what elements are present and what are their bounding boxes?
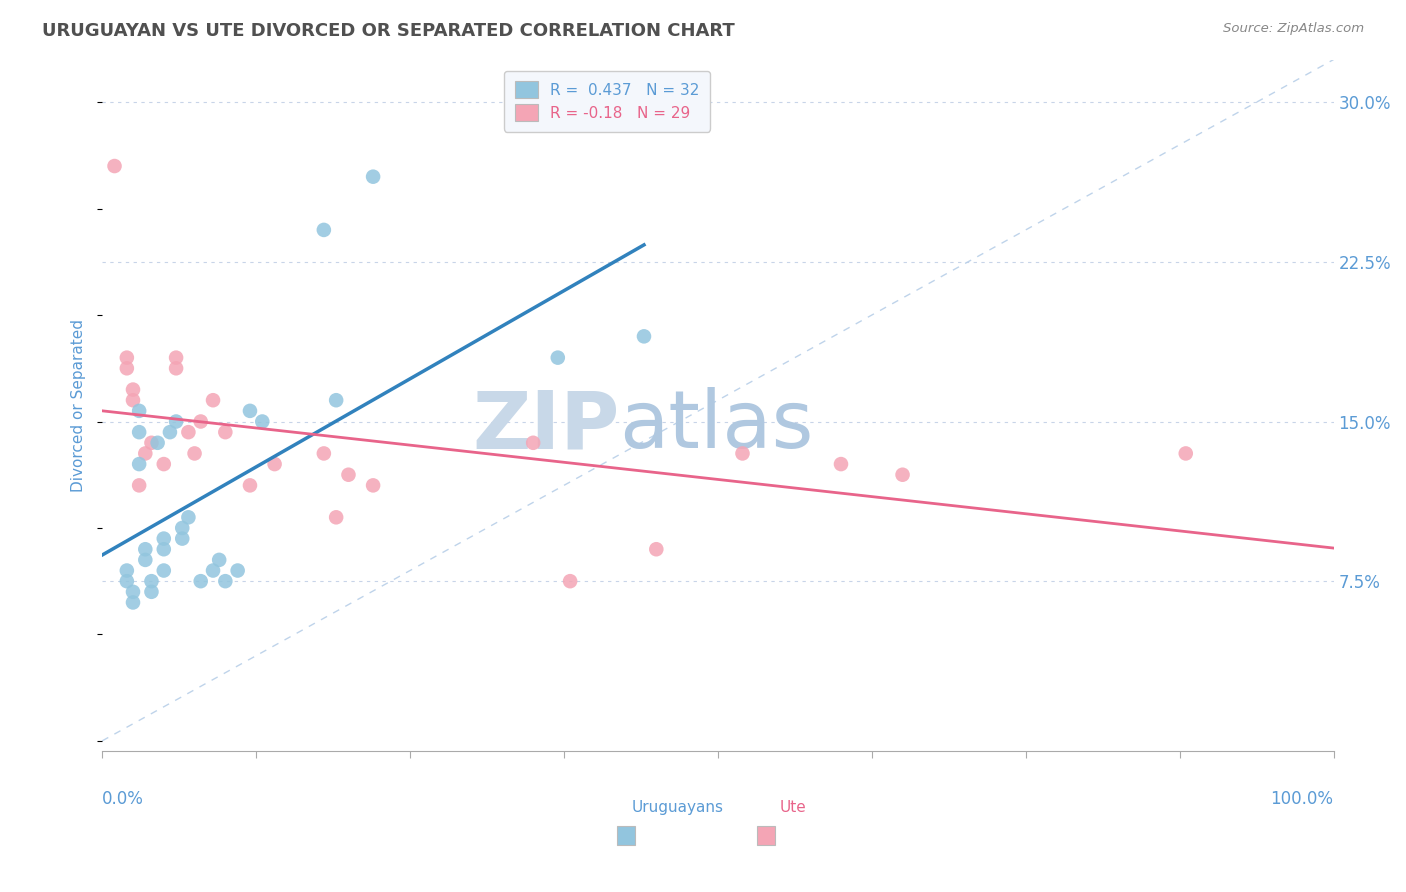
Point bbox=[325, 393, 347, 408]
Point bbox=[190, 574, 212, 589]
Text: URUGUAYAN VS UTE DIVORCED OR SEPARATED CORRELATION CHART: URUGUAYAN VS UTE DIVORCED OR SEPARATED C… bbox=[42, 22, 735, 40]
Point bbox=[312, 446, 335, 460]
Text: ZIP: ZIP bbox=[472, 387, 620, 466]
Point bbox=[134, 553, 156, 567]
Point bbox=[152, 457, 174, 471]
Point bbox=[128, 478, 150, 492]
Point bbox=[141, 574, 163, 589]
Point bbox=[165, 351, 187, 365]
Point bbox=[134, 446, 156, 460]
Y-axis label: Divorced or Separated: Divorced or Separated bbox=[72, 319, 86, 492]
Text: 100.0%: 100.0% bbox=[1271, 789, 1333, 807]
Point bbox=[214, 425, 236, 439]
Point bbox=[183, 446, 205, 460]
Point bbox=[115, 574, 138, 589]
Point bbox=[122, 393, 145, 408]
Point bbox=[128, 425, 150, 439]
Point bbox=[239, 478, 262, 492]
Point bbox=[152, 542, 174, 557]
Text: Uruguayans: Uruguayans bbox=[631, 800, 724, 815]
Point bbox=[547, 351, 569, 365]
Point bbox=[141, 584, 163, 599]
Point bbox=[239, 404, 262, 418]
Point bbox=[361, 169, 384, 184]
Point bbox=[891, 467, 914, 482]
Point bbox=[633, 329, 655, 343]
Point bbox=[152, 532, 174, 546]
Point bbox=[103, 159, 125, 173]
Point bbox=[172, 532, 194, 546]
Point bbox=[361, 478, 384, 492]
Point bbox=[165, 415, 187, 429]
Point bbox=[115, 351, 138, 365]
Point bbox=[522, 435, 544, 450]
Text: atlas: atlas bbox=[620, 387, 814, 466]
Text: 0.0%: 0.0% bbox=[103, 789, 143, 807]
Point bbox=[252, 415, 274, 429]
Point bbox=[152, 564, 174, 578]
Point bbox=[190, 415, 212, 429]
Point bbox=[325, 510, 347, 524]
Point bbox=[177, 510, 200, 524]
Point bbox=[134, 542, 156, 557]
Point bbox=[128, 404, 150, 418]
Point bbox=[159, 425, 181, 439]
Point bbox=[128, 457, 150, 471]
Point bbox=[312, 223, 335, 237]
Point bbox=[558, 574, 581, 589]
Text: Source: ZipAtlas.com: Source: ZipAtlas.com bbox=[1223, 22, 1364, 36]
Point bbox=[214, 574, 236, 589]
Point bbox=[141, 435, 163, 450]
Point bbox=[122, 383, 145, 397]
Point bbox=[122, 584, 145, 599]
Point bbox=[115, 564, 138, 578]
Point bbox=[263, 457, 285, 471]
Point bbox=[1174, 446, 1197, 460]
Point bbox=[115, 361, 138, 376]
Point bbox=[226, 564, 249, 578]
Point bbox=[202, 393, 225, 408]
Point bbox=[122, 595, 145, 609]
Legend: R =  0.437   N = 32, R = -0.18   N = 29: R = 0.437 N = 32, R = -0.18 N = 29 bbox=[505, 70, 710, 131]
Point bbox=[165, 361, 187, 376]
Point bbox=[337, 467, 360, 482]
Point bbox=[146, 435, 169, 450]
Text: Ute: Ute bbox=[779, 800, 806, 815]
Point bbox=[202, 564, 225, 578]
Point bbox=[645, 542, 668, 557]
Point bbox=[208, 553, 231, 567]
Point bbox=[731, 446, 754, 460]
Point bbox=[177, 425, 200, 439]
Point bbox=[172, 521, 194, 535]
Point bbox=[830, 457, 852, 471]
